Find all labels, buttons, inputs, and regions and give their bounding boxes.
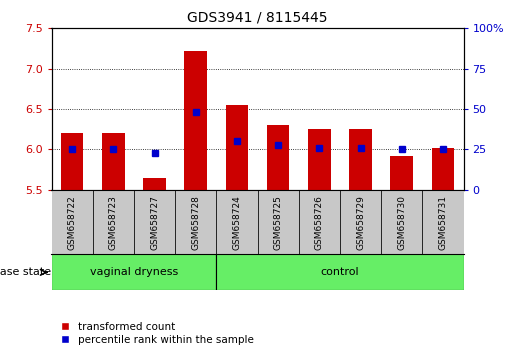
Bar xyxy=(390,156,413,190)
Text: GSM658730: GSM658730 xyxy=(397,195,406,250)
Text: GSM658727: GSM658727 xyxy=(150,195,159,250)
Bar xyxy=(226,105,248,190)
Text: GSM658726: GSM658726 xyxy=(315,195,324,250)
Text: GSM658725: GSM658725 xyxy=(273,195,283,250)
Bar xyxy=(52,190,93,255)
Bar xyxy=(102,133,125,190)
Bar xyxy=(422,190,464,255)
Bar xyxy=(381,190,422,255)
Bar xyxy=(299,190,340,255)
Text: GSM658724: GSM658724 xyxy=(232,195,242,250)
Bar xyxy=(308,129,331,190)
Bar xyxy=(61,133,83,190)
Text: control: control xyxy=(320,267,359,277)
Title: GDS3941 / 8115445: GDS3941 / 8115445 xyxy=(187,10,328,24)
Text: GSM658731: GSM658731 xyxy=(438,195,448,250)
Bar xyxy=(184,51,207,190)
Bar xyxy=(216,190,258,255)
Bar xyxy=(267,125,289,190)
Bar xyxy=(93,190,134,255)
Bar xyxy=(349,129,372,190)
Bar xyxy=(258,190,299,255)
Bar xyxy=(143,178,166,190)
Bar xyxy=(216,255,464,290)
Bar xyxy=(134,190,175,255)
Bar xyxy=(432,148,454,190)
Text: GSM658728: GSM658728 xyxy=(191,195,200,250)
Text: GSM658722: GSM658722 xyxy=(67,195,77,250)
Legend: transformed count, percentile rank within the sample: transformed count, percentile rank withi… xyxy=(57,317,258,349)
Bar xyxy=(175,190,216,255)
Bar xyxy=(52,255,216,290)
Text: GSM658723: GSM658723 xyxy=(109,195,118,250)
Text: GSM658729: GSM658729 xyxy=(356,195,365,250)
Text: vaginal dryness: vaginal dryness xyxy=(90,267,178,277)
Text: disease state: disease state xyxy=(0,267,50,277)
Bar xyxy=(340,190,381,255)
